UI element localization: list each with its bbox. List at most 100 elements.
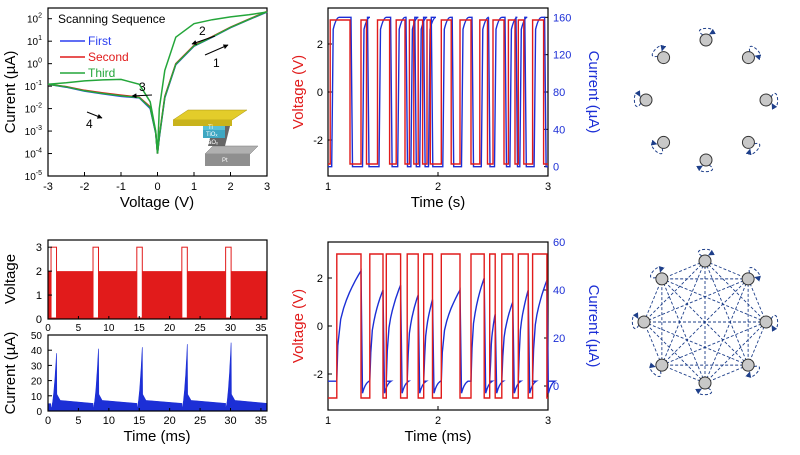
graph-self-loop: [745, 365, 760, 378]
graph-edge: [643, 321, 663, 366]
current-pulse-response: [92, 348, 138, 412]
sweep-label-4: 4: [86, 117, 93, 131]
seq-top-y-left-label: Voltage (V): [290, 55, 307, 129]
sweep-arrow-1: [204, 44, 229, 56]
graph-edge: [661, 321, 767, 366]
seq-top-ticks: 1 2 3 2 0 -2 160 120 80 40 0: [313, 12, 571, 193]
graph-edge: [661, 278, 749, 366]
inset-label-taox: TaOₓ: [205, 140, 218, 146]
current-ms-y-tick-label: 50: [31, 331, 43, 342]
seq-top-y-right-tick-label: 80: [553, 87, 565, 99]
graph-edge: [747, 321, 767, 366]
seq-bottom-y-right-tick-label: 60: [553, 237, 565, 249]
device-stack-inset: Ti TiOₓ TaOₓ Pt: [172, 109, 259, 166]
graph-edge: [643, 321, 706, 384]
voltage-ms-y-tick-label: 0: [36, 314, 42, 326]
seq-bottom-x-tick-label: 2: [435, 415, 441, 427]
voltage-ms-plot-frame: [47, 239, 268, 320]
voltage-ms-x-tick-label: 0: [45, 323, 51, 334]
current-ms-x-tick-label: 15: [133, 415, 145, 427]
seq-bottom-y-right-tick-label: 20: [553, 333, 565, 345]
graph-self-loop: [650, 266, 665, 279]
graph-self-loop: [650, 139, 664, 155]
iv-x-tick-label: -2: [80, 181, 90, 193]
iv-legend-title: Scanning Sequence: [58, 12, 166, 26]
seq-top-current-trace: [328, 16, 548, 168]
current-ms-plot-frame: [47, 334, 268, 412]
iv-y-tick-label: 10-5: [25, 170, 42, 183]
voltage-pulse: [181, 246, 188, 319]
iv-x-axis-label: Voltage (V): [120, 194, 194, 211]
seq-top-voltage-trace: [328, 19, 548, 165]
seq-top-y-right-tick-label: 0: [553, 162, 559, 174]
iv-x-ticks: -3 -2 -1 0 1 2 3: [43, 172, 270, 193]
graph-edge: [747, 278, 767, 323]
current-initial-baseline: [48, 403, 52, 411]
iv-y-tick-label: 101: [27, 35, 42, 48]
graph-edge: [704, 260, 767, 323]
graph-node: [699, 153, 713, 167]
graph-all-to-all: [631, 248, 779, 396]
graph-self-loop: [745, 142, 761, 156]
voltage-baseline-band: [48, 271, 267, 319]
seq-top-y-right-tick-label: 120: [553, 50, 571, 62]
graph-edge: [661, 260, 706, 280]
seq-top-x-tick-label: 2: [435, 181, 441, 193]
graph-self-loop: [631, 312, 640, 329]
graph-edge: [643, 278, 749, 323]
current-ms-x-tick-label: 30: [224, 415, 236, 427]
seq-bottom-y-left-tick-label: 2: [317, 273, 323, 285]
current-ms-y-tick-label: 10: [31, 392, 43, 403]
legend-label-third: Third: [88, 66, 115, 80]
graph-node: [741, 358, 755, 372]
seq-bottom-x-axis-label: Time (ms): [405, 428, 472, 445]
graph-node: [699, 33, 713, 47]
iv-series-second: [47, 10, 268, 154]
current-ms-x-tick-label: 10: [103, 415, 115, 427]
iv-curves: [47, 10, 268, 154]
graph-edge: [661, 364, 706, 384]
seq-top-x-tick-label: 3: [545, 181, 551, 193]
seq-top-y-left-tick-label: 0: [317, 87, 323, 99]
seq-top-y-right-label: Current (µA): [585, 51, 602, 134]
graph-node: [759, 93, 773, 107]
iv-y-axis-label: Current (µA): [2, 51, 19, 134]
seq-bottom-y-left-label: Voltage (V): [290, 289, 307, 363]
graph-edge: [661, 260, 706, 366]
graph-edge: [643, 260, 706, 323]
iv-series-third: [47, 11, 268, 154]
graph-self-loop: [649, 362, 662, 377]
voltage-ms-x-tick-label: 35: [255, 323, 267, 334]
voltage-ms-x-tick-label: 15: [134, 323, 146, 334]
current-ms-x-tick-label: 5: [75, 415, 81, 427]
iv-x-tick-label: 2: [227, 181, 233, 193]
graph-self-loop: [770, 315, 779, 332]
graph-node: [759, 315, 773, 329]
current-ms-x-tick-label: 25: [194, 415, 206, 427]
graph-self-loops-only: [633, 27, 779, 173]
voltage-ms-x-tick-label: 5: [76, 323, 82, 334]
iv-x-tick-label: 1: [191, 181, 197, 193]
current-pulse-response: [181, 344, 226, 412]
graph-node: [657, 135, 671, 149]
graph-edge: [643, 278, 663, 323]
iv-y-tick-label: 10-1: [25, 80, 42, 93]
current-ms-y-axis-label: Current (µA): [2, 332, 19, 415]
graph-self-loop: [695, 387, 712, 396]
sweep-label-1: 1: [213, 56, 220, 70]
voltage-pulse: [92, 246, 99, 319]
inset-label-pt: Pt: [222, 158, 228, 164]
current-pulse-response: [136, 347, 183, 412]
voltage-ms-y-tick-label: 2: [36, 266, 42, 278]
graph-self-loop: [696, 164, 713, 173]
inset-label-tiox: TiOₓ: [206, 132, 217, 138]
voltage-ms-trace: [48, 246, 267, 319]
sweep-arrow-4: [86, 111, 103, 119]
graph-self-loop: [770, 93, 779, 110]
voltage-ms-y-tick-label: 1: [36, 290, 42, 302]
sweep-label-2: 2: [199, 24, 206, 38]
current-ms-ticks: 50 40 30 20 10 00 5 10 15 20 25 30 35: [31, 331, 267, 427]
